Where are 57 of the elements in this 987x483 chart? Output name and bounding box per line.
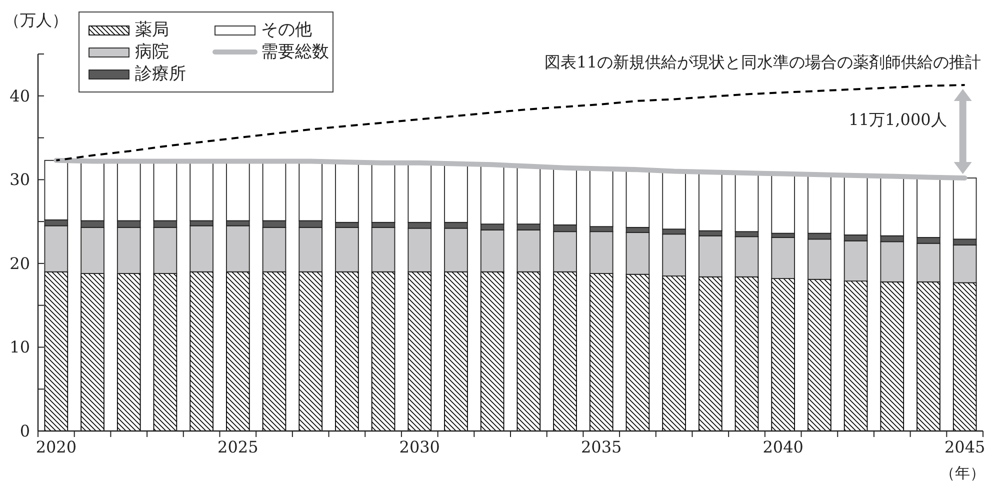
line-series	[55, 84, 966, 162]
bar	[553, 271, 577, 432]
bar	[626, 232, 650, 275]
x-tick-label: 2045	[944, 438, 986, 456]
y-axis-title: （万人）	[4, 10, 68, 30]
y-tick-label: 0	[20, 422, 30, 440]
bar	[116, 273, 141, 432]
bar	[335, 271, 359, 432]
bar	[262, 271, 286, 432]
bar	[44, 271, 68, 432]
bar	[371, 226, 396, 272]
bar	[626, 274, 650, 432]
y-tick-label: 30	[10, 170, 30, 190]
bar	[153, 273, 178, 432]
bar	[335, 226, 359, 272]
bar	[698, 276, 722, 432]
y-tick-label: 40	[10, 86, 30, 106]
bar	[952, 282, 977, 432]
bar	[371, 271, 396, 432]
bar	[771, 237, 795, 279]
bar	[589, 231, 614, 274]
bar	[80, 273, 104, 432]
y-tick-label: 20	[10, 254, 30, 273]
bar	[844, 280, 868, 432]
x-tick-label: 2035	[581, 438, 622, 456]
y-tick-label: 10	[10, 338, 30, 357]
bar	[734, 236, 759, 278]
bar	[916, 281, 940, 432]
legend-label: 診療所	[135, 64, 186, 84]
legend-label: 薬局	[135, 20, 169, 40]
bar	[698, 235, 722, 278]
bar	[226, 225, 250, 272]
x-tick-label: 2025	[218, 438, 258, 456]
bar	[298, 271, 322, 432]
bar	[226, 271, 250, 432]
legend-label: 病院	[135, 42, 169, 62]
bar	[771, 278, 795, 432]
x-tick-label: 2030	[399, 438, 440, 456]
bar	[734, 276, 759, 432]
legend-label: その他	[261, 20, 312, 40]
bar	[662, 234, 686, 276]
x-tick-label: 2020	[36, 438, 77, 456]
bar	[190, 271, 214, 432]
bar	[808, 278, 832, 432]
bar	[516, 271, 541, 432]
legend-label: 需要総数	[261, 42, 329, 62]
x-tick-label: 2040	[762, 438, 804, 456]
bar	[589, 273, 614, 432]
annotation: 11万1,000人	[848, 110, 947, 129]
bar	[408, 271, 432, 432]
bar	[880, 281, 904, 432]
bar	[190, 225, 214, 272]
bar	[662, 276, 686, 432]
annotation: 図表11の新規供給が現状と同水準の場合の薬剤師供給の推計	[544, 52, 981, 72]
bar	[480, 271, 504, 432]
x-axis-title: （年）	[940, 464, 985, 482]
bar	[444, 271, 468, 432]
